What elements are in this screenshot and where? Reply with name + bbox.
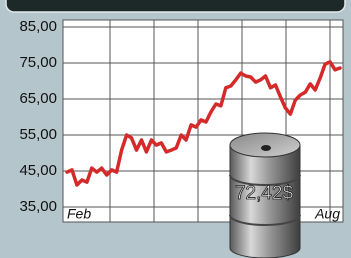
y-tick-label: 45,00 (19, 162, 57, 179)
oil-barrel: 72,42$ (230, 133, 300, 258)
x-tick-label: Feb (67, 206, 91, 222)
y-tick-label: 35,00 (19, 198, 57, 215)
y-tick-label: 55,00 (19, 126, 57, 143)
chart: 35,00 45,00 55,00 65,00 75,00 85,00 Feb Aug 72,… (0, 0, 351, 258)
y-tick-label: 65,00 (19, 90, 57, 107)
x-tick-label: Aug (314, 206, 340, 222)
barrel-cap (261, 145, 271, 151)
price-label: 72,42$ (235, 183, 294, 204)
header-bar (6, 0, 345, 12)
y-tick-label: 75,00 (19, 54, 57, 71)
page: {"chart_data": {"type": "line", "categor… (0, 0, 351, 258)
barrel-lid (230, 133, 300, 157)
y-tick-label: 85,00 (19, 18, 57, 35)
